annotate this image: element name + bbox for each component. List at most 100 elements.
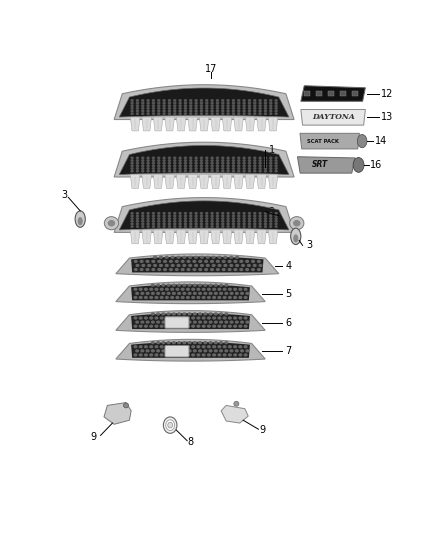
Ellipse shape bbox=[232, 102, 235, 104]
Ellipse shape bbox=[194, 164, 198, 167]
Ellipse shape bbox=[166, 349, 171, 352]
Ellipse shape bbox=[237, 164, 240, 167]
Ellipse shape bbox=[224, 349, 228, 352]
Ellipse shape bbox=[178, 214, 182, 217]
Ellipse shape bbox=[229, 264, 233, 267]
Ellipse shape bbox=[180, 288, 185, 291]
Ellipse shape bbox=[226, 102, 230, 104]
Ellipse shape bbox=[136, 222, 139, 225]
Ellipse shape bbox=[194, 264, 198, 267]
Ellipse shape bbox=[208, 284, 212, 287]
Ellipse shape bbox=[157, 157, 160, 159]
Ellipse shape bbox=[226, 222, 230, 225]
Ellipse shape bbox=[258, 112, 262, 115]
Ellipse shape bbox=[136, 102, 139, 104]
Ellipse shape bbox=[184, 99, 187, 102]
Ellipse shape bbox=[269, 220, 272, 223]
Ellipse shape bbox=[172, 320, 176, 324]
Ellipse shape bbox=[153, 256, 157, 259]
Ellipse shape bbox=[198, 284, 202, 287]
Ellipse shape bbox=[194, 212, 198, 215]
Ellipse shape bbox=[189, 102, 192, 104]
Ellipse shape bbox=[187, 260, 191, 263]
Ellipse shape bbox=[141, 169, 145, 173]
Ellipse shape bbox=[224, 312, 228, 316]
Ellipse shape bbox=[141, 157, 145, 159]
Ellipse shape bbox=[144, 353, 148, 357]
Ellipse shape bbox=[248, 169, 251, 173]
Ellipse shape bbox=[170, 325, 174, 328]
Ellipse shape bbox=[221, 167, 224, 170]
Ellipse shape bbox=[275, 110, 278, 112]
Ellipse shape bbox=[200, 167, 203, 170]
Ellipse shape bbox=[134, 345, 138, 349]
Ellipse shape bbox=[210, 212, 214, 215]
Ellipse shape bbox=[146, 104, 150, 107]
Ellipse shape bbox=[248, 225, 251, 228]
Ellipse shape bbox=[210, 157, 214, 159]
Ellipse shape bbox=[238, 353, 242, 357]
Ellipse shape bbox=[216, 112, 219, 115]
Ellipse shape bbox=[237, 99, 240, 102]
Ellipse shape bbox=[200, 220, 203, 223]
Ellipse shape bbox=[177, 292, 181, 295]
Ellipse shape bbox=[212, 345, 216, 349]
Ellipse shape bbox=[144, 317, 148, 320]
Ellipse shape bbox=[248, 107, 251, 110]
Text: 9: 9 bbox=[259, 425, 265, 435]
Ellipse shape bbox=[184, 161, 187, 165]
Ellipse shape bbox=[152, 225, 155, 228]
Ellipse shape bbox=[177, 264, 180, 267]
Polygon shape bbox=[199, 117, 209, 131]
Ellipse shape bbox=[233, 317, 237, 320]
Ellipse shape bbox=[145, 260, 149, 263]
Ellipse shape bbox=[258, 212, 262, 215]
Ellipse shape bbox=[140, 260, 144, 263]
Ellipse shape bbox=[162, 159, 166, 162]
Ellipse shape bbox=[136, 161, 139, 165]
Ellipse shape bbox=[136, 225, 139, 228]
Ellipse shape bbox=[248, 164, 251, 167]
Ellipse shape bbox=[144, 296, 148, 299]
Ellipse shape bbox=[275, 112, 278, 115]
FancyBboxPatch shape bbox=[165, 317, 189, 328]
Ellipse shape bbox=[269, 107, 272, 110]
Ellipse shape bbox=[210, 99, 214, 102]
Ellipse shape bbox=[131, 167, 134, 170]
Ellipse shape bbox=[166, 420, 175, 431]
Polygon shape bbox=[199, 230, 209, 244]
Ellipse shape bbox=[210, 169, 214, 173]
Ellipse shape bbox=[232, 220, 235, 223]
Ellipse shape bbox=[104, 216, 119, 230]
Ellipse shape bbox=[135, 320, 139, 324]
Ellipse shape bbox=[180, 325, 185, 328]
Ellipse shape bbox=[157, 260, 161, 263]
Ellipse shape bbox=[173, 212, 177, 215]
Ellipse shape bbox=[188, 264, 192, 267]
Ellipse shape bbox=[139, 288, 143, 291]
Ellipse shape bbox=[258, 225, 262, 228]
Ellipse shape bbox=[216, 164, 219, 167]
Ellipse shape bbox=[168, 222, 171, 225]
Ellipse shape bbox=[175, 260, 179, 263]
Ellipse shape bbox=[131, 157, 134, 159]
Ellipse shape bbox=[135, 292, 139, 295]
Polygon shape bbox=[257, 174, 266, 188]
Ellipse shape bbox=[136, 214, 139, 217]
Ellipse shape bbox=[210, 104, 214, 107]
Polygon shape bbox=[142, 174, 152, 188]
Ellipse shape bbox=[154, 296, 159, 299]
Ellipse shape bbox=[134, 325, 138, 328]
Ellipse shape bbox=[191, 288, 195, 291]
Ellipse shape bbox=[165, 264, 169, 267]
Ellipse shape bbox=[219, 312, 223, 316]
Ellipse shape bbox=[251, 260, 255, 263]
Ellipse shape bbox=[178, 169, 182, 173]
Ellipse shape bbox=[175, 353, 180, 357]
Ellipse shape bbox=[184, 217, 187, 220]
Ellipse shape bbox=[264, 110, 267, 112]
Ellipse shape bbox=[182, 256, 187, 259]
Ellipse shape bbox=[206, 264, 210, 267]
Ellipse shape bbox=[234, 401, 239, 406]
Ellipse shape bbox=[264, 212, 267, 215]
